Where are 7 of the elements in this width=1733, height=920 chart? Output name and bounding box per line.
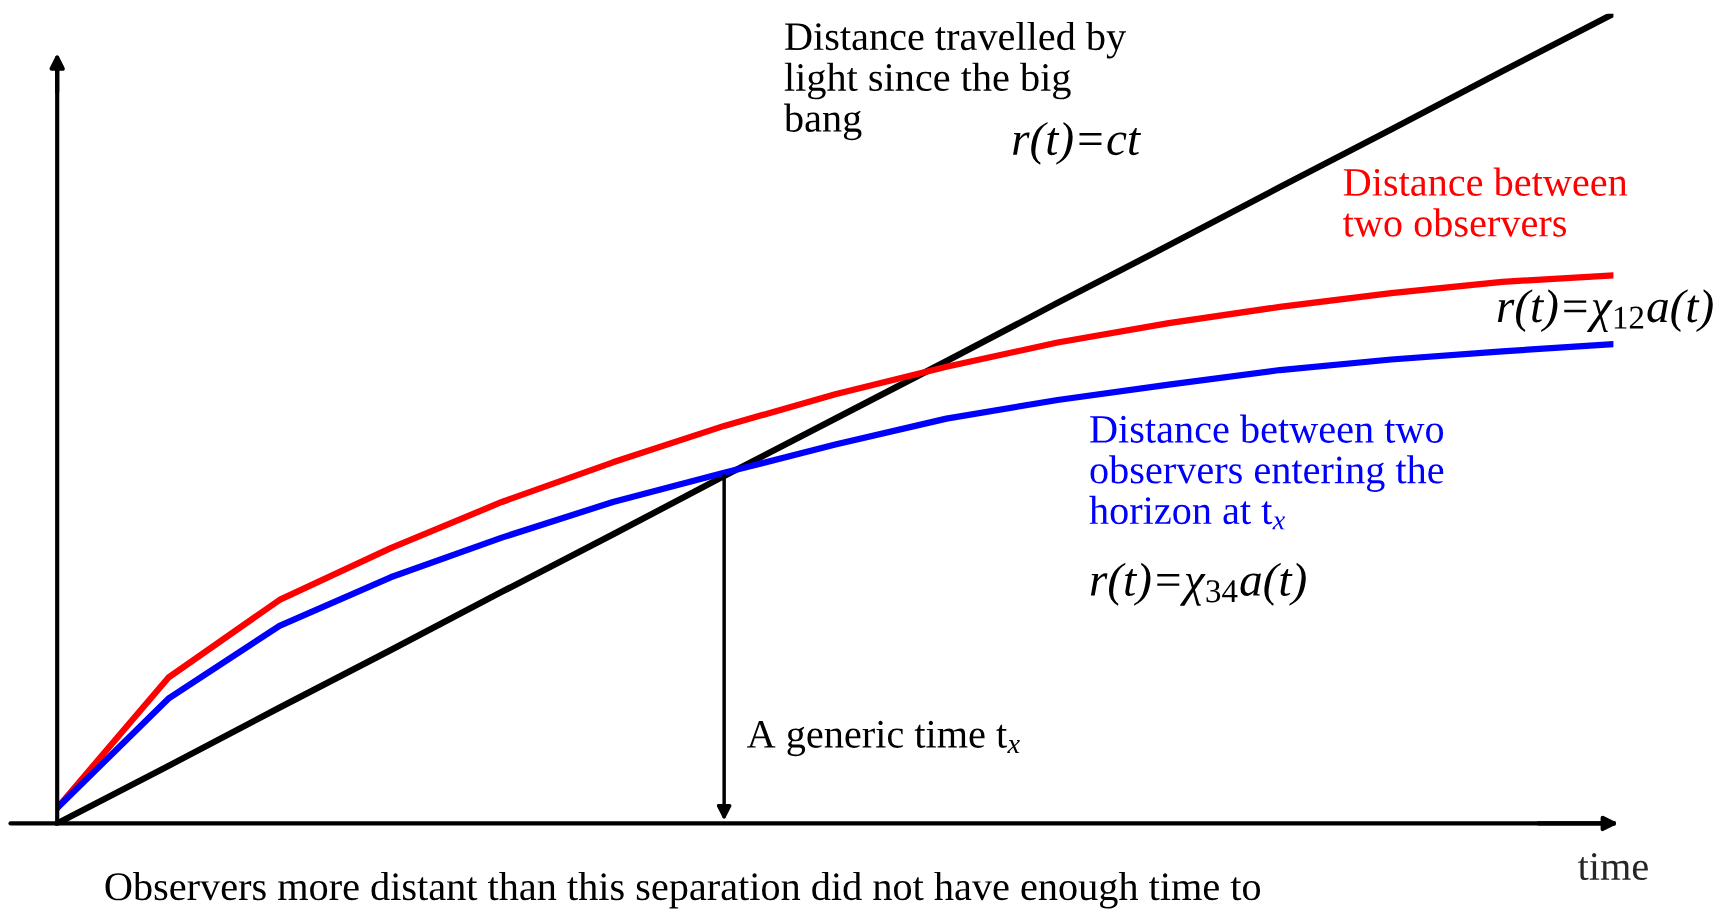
series-label: Distance between two observers entering the horizon at t$_{x}$ [1089, 414, 1444, 530]
series-label: Distance between two observers [1343, 167, 1628, 237]
annotation: A generic time t$_{x}$ [747, 720, 1020, 757]
annotation: r(t)=χ$_{34}$a(t) [1090, 562, 1306, 606]
annotation: r(t)=χ$_{12}$a(t) [1497, 289, 1713, 333]
x-axis-title: time [1578, 853, 1648, 881]
text: Observers more distant than this separation did not have enough time to [105, 871, 1261, 909]
